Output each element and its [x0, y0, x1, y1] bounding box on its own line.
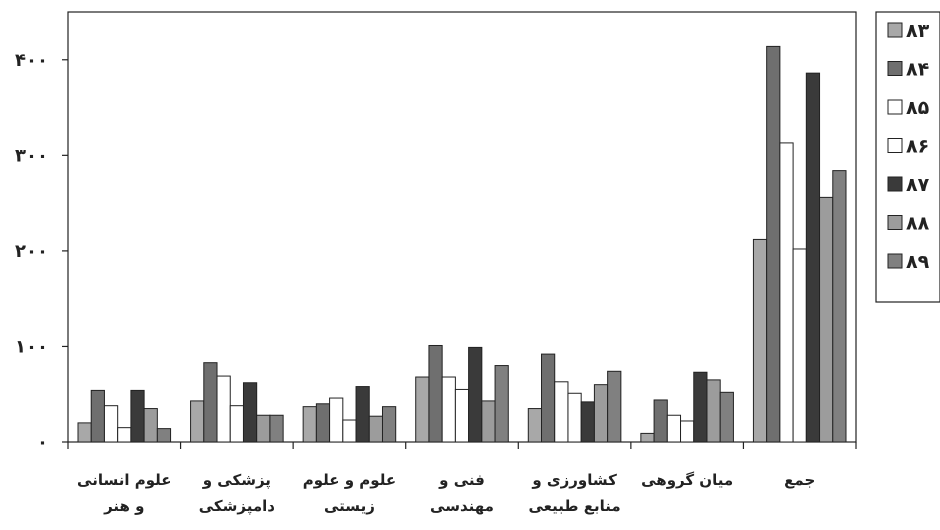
x-tick-label: علوم انسانی: [77, 471, 171, 489]
bar: [355, 386, 370, 443]
bar: [156, 428, 172, 443]
bar: [269, 414, 284, 443]
legend-label: ۸۴: [906, 59, 929, 81]
x-tick-label: جمع: [784, 471, 815, 489]
bar: [541, 353, 556, 443]
legend-swatch: [887, 215, 903, 230]
x-tick-label: زیستی: [324, 497, 375, 515]
bar: [766, 45, 781, 443]
y-tick-label: ۱۰۰: [15, 336, 48, 357]
bar: [693, 371, 708, 443]
y-tick-label: ۴۰۰: [15, 50, 48, 71]
bar: [203, 362, 218, 443]
bar: [329, 397, 344, 443]
bar: [130, 389, 145, 443]
bar: [640, 432, 655, 443]
bar: [216, 375, 231, 443]
legend-label: ۸۸: [906, 213, 930, 235]
bar: [342, 419, 357, 443]
bar: [680, 420, 695, 443]
bar: [719, 391, 734, 443]
bar: [315, 403, 331, 443]
x-tick-label: منابع طبیعی: [528, 497, 620, 515]
bar: [779, 142, 794, 443]
bar: [302, 406, 317, 443]
bar: [242, 382, 258, 443]
bar: [653, 399, 668, 443]
bar: [832, 170, 847, 443]
legend-swatch: [887, 22, 903, 38]
bar: [554, 381, 569, 443]
bar: [805, 72, 821, 443]
legend-swatch: [887, 61, 903, 76]
bar: [256, 414, 271, 443]
bar: [593, 384, 609, 443]
bar: [706, 379, 721, 443]
bar: [792, 248, 807, 443]
legend-swatch: [887, 176, 903, 192]
legend-label: ۸۵: [906, 97, 930, 119]
bar: [494, 365, 509, 443]
legend-label: ۸۶: [906, 136, 929, 158]
legend-label: ۸۳: [906, 20, 930, 42]
bar: [143, 408, 158, 443]
x-tick-label: میان گروهی: [641, 471, 733, 489]
y-tick-label: ۲۰۰: [15, 241, 48, 262]
legend-label: ۸۹: [906, 251, 930, 273]
bar: [481, 400, 496, 443]
x-tick-label: پزشکی و: [202, 471, 271, 490]
bar: [77, 422, 92, 443]
x-tick-label: مهندسی: [430, 497, 494, 515]
bar: [103, 405, 119, 443]
bar: [454, 388, 470, 443]
bar: [567, 392, 582, 443]
x-tick-label: علوم و علوم: [303, 471, 396, 489]
bar: [229, 405, 244, 443]
bar: [468, 346, 483, 443]
bar: [381, 406, 397, 443]
bar: [527, 408, 543, 443]
bar: [441, 376, 456, 443]
legend-label: ۸۷: [906, 174, 930, 196]
bar: [607, 370, 622, 443]
bar: [752, 238, 768, 443]
x-tick-label: کشاورزی و: [531, 471, 617, 489]
bar: [368, 415, 383, 443]
y-tick-label: ۳۰۰: [15, 145, 48, 166]
bar: [117, 427, 132, 443]
legend-box: [875, 11, 940, 303]
bar: [666, 414, 682, 443]
legend-swatch: [887, 138, 903, 153]
x-tick-label: و هنر: [103, 497, 144, 515]
bar: [190, 400, 205, 443]
x-tick-label: دامپزشکی: [199, 497, 276, 516]
bar: [415, 376, 430, 443]
y-tick-label: ۰: [37, 432, 48, 453]
legend-swatch: [887, 253, 903, 269]
bar: [428, 344, 443, 443]
plot-frame: [67, 11, 857, 443]
bar: [580, 401, 595, 443]
bar: [90, 389, 105, 443]
bar: [819, 196, 834, 443]
x-tick-label: فنی و: [438, 471, 485, 489]
legend-swatch: [887, 99, 903, 115]
